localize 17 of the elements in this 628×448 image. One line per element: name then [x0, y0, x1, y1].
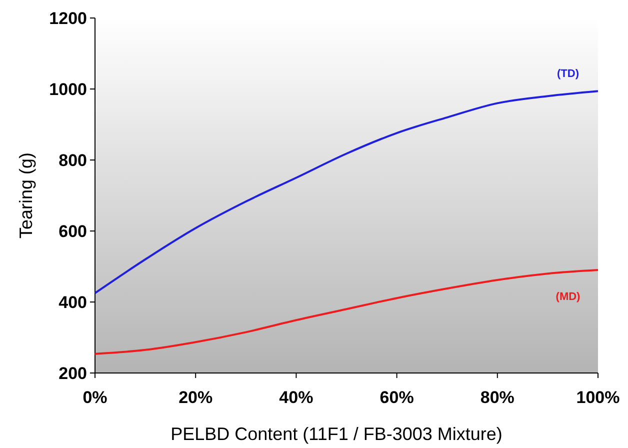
y-tick-label: 400 — [58, 292, 87, 312]
x-tick-label: 40% — [279, 388, 314, 407]
x-tick-label: 60% — [380, 388, 414, 407]
y-tick-label: 1200 — [49, 8, 87, 28]
y-tick-label: 800 — [58, 150, 87, 170]
x-tick-label: 100% — [576, 388, 620, 407]
y-tick-label: 1000 — [49, 80, 87, 99]
y-tick-label: 600 — [58, 222, 87, 241]
y-tick-label: 200 — [58, 364, 87, 383]
x-tick-label: 0% — [82, 388, 108, 407]
series-label: (TD) — [557, 68, 580, 80]
x-tick-label: 20% — [178, 388, 213, 407]
x-tick-label: 80% — [480, 388, 514, 407]
series-label: (MD) — [556, 291, 581, 304]
y-axis-title: Tearing (g) — [16, 152, 36, 239]
line-series — [94, 269, 599, 355]
x-axis-title: PELBD Content (11F1 / FB-3003 Mixture) — [170, 424, 502, 444]
